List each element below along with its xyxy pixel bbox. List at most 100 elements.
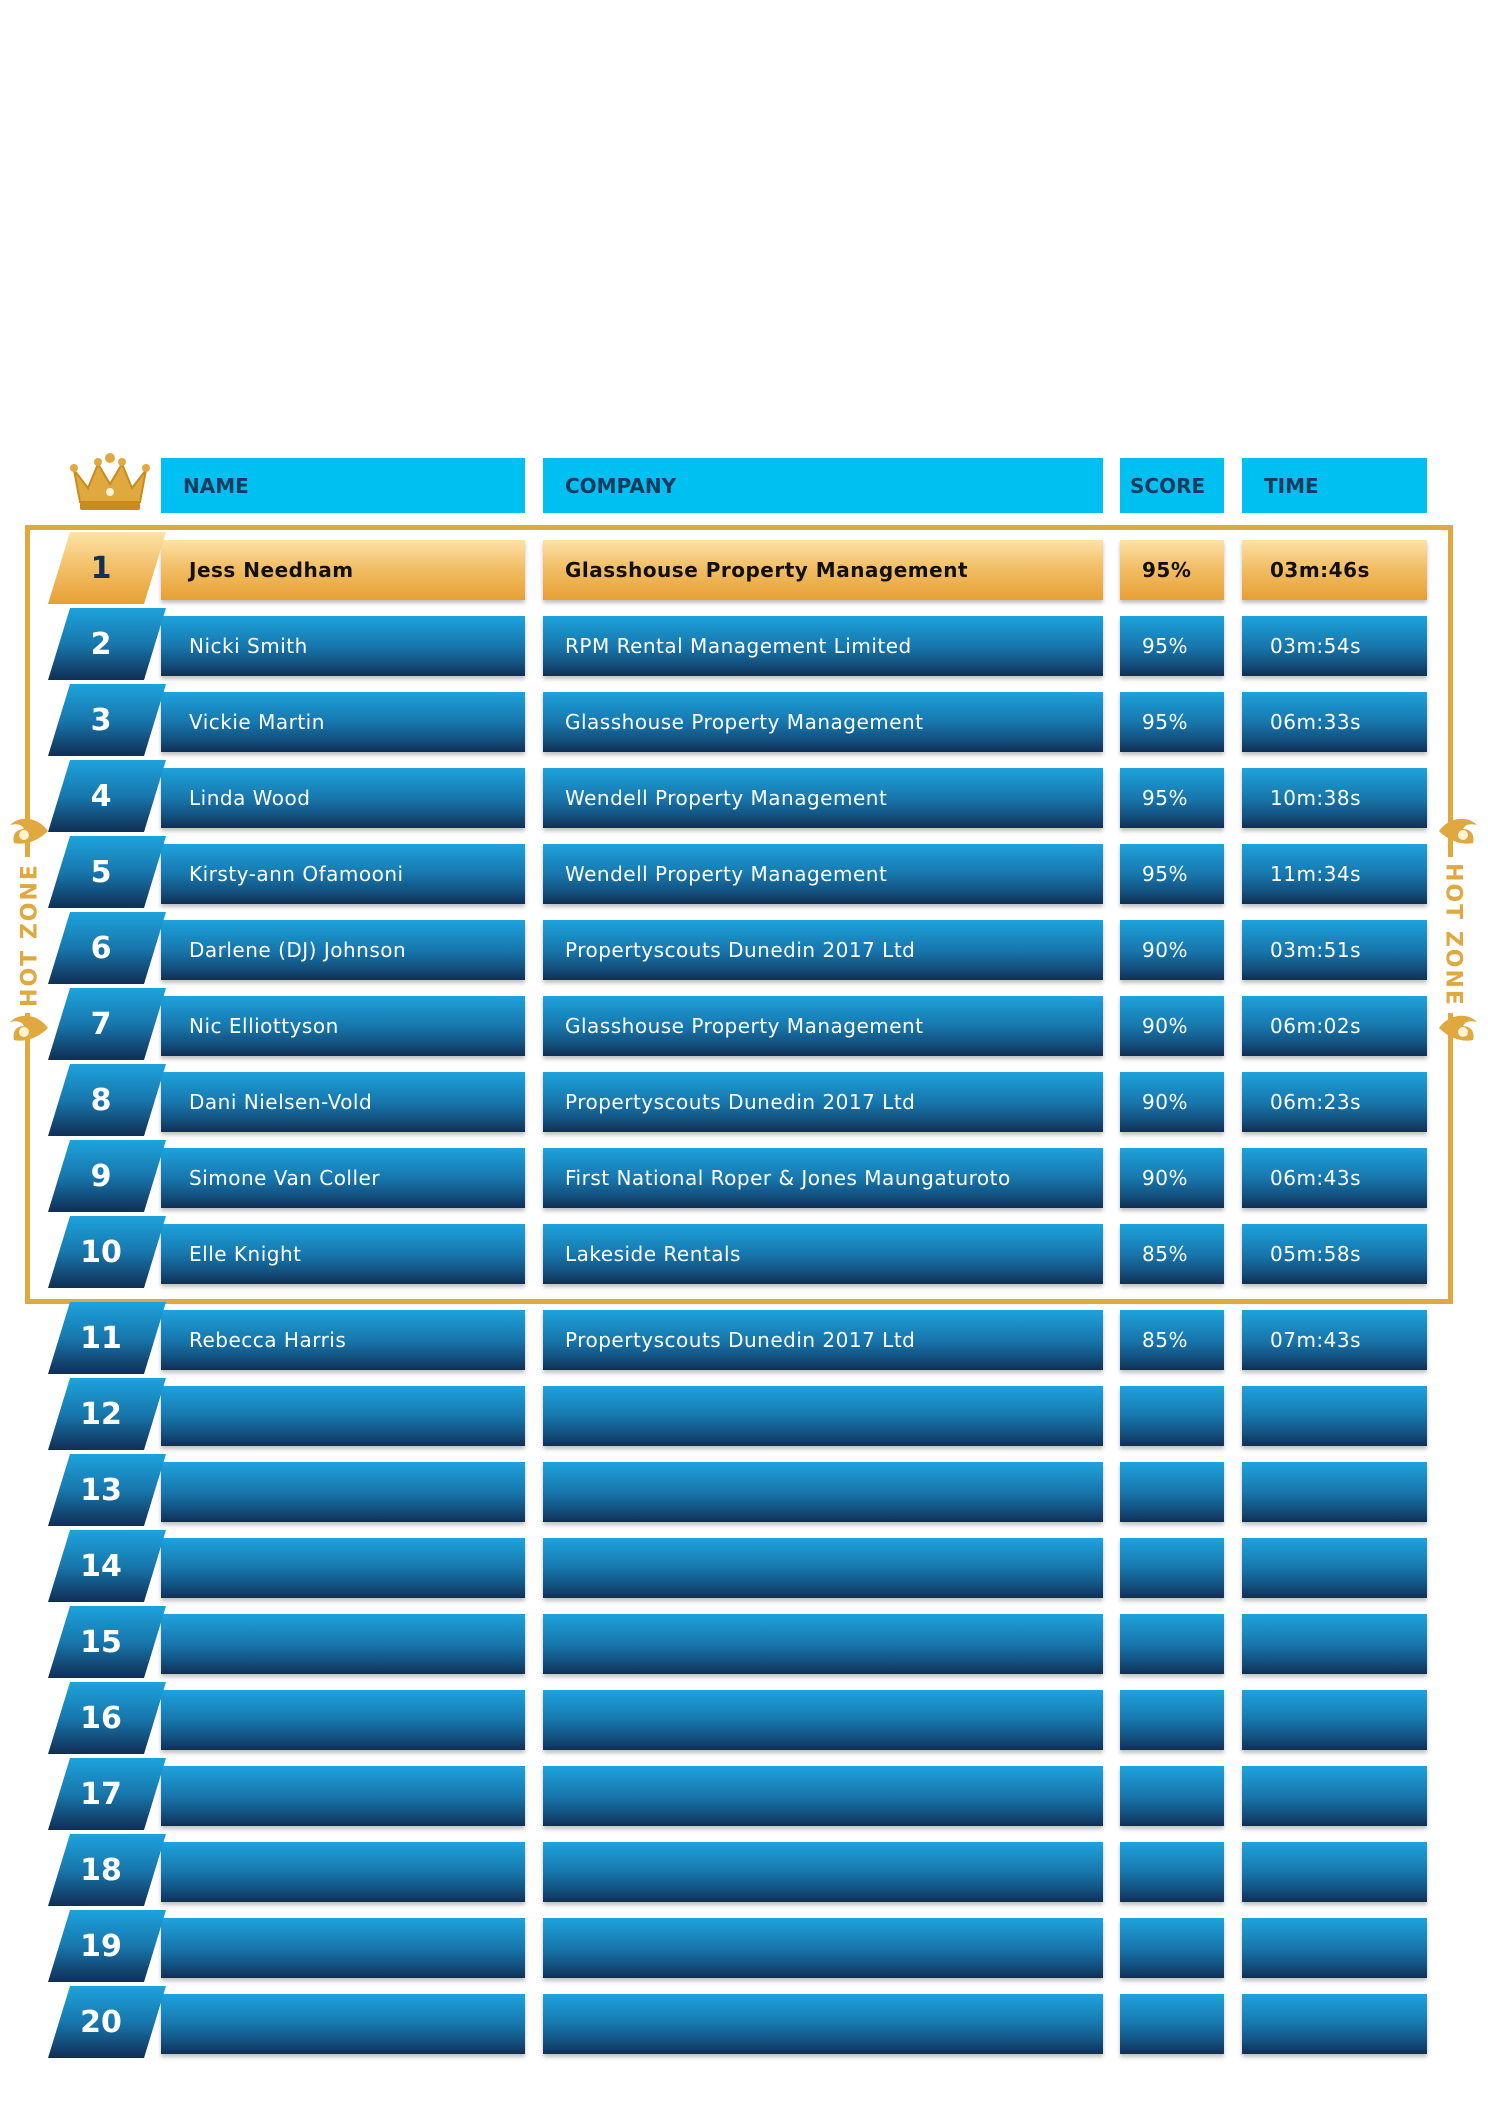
rank-number: 14 bbox=[80, 1548, 122, 1584]
time-cell: 06m:43s bbox=[1242, 1148, 1427, 1208]
score-cell bbox=[1120, 1614, 1224, 1674]
rank-badge: 8 bbox=[48, 1064, 166, 1136]
name-cell: Elle Knight bbox=[161, 1224, 525, 1284]
company-cell: Wendell Property Management bbox=[543, 844, 1103, 904]
company-cell: Glasshouse Property Management bbox=[543, 540, 1103, 600]
crown-icon bbox=[70, 453, 150, 510]
company-cell bbox=[543, 1462, 1103, 1522]
leaderboard-row: 12 bbox=[0, 1378, 1488, 1450]
company-name: Lakeside Rentals bbox=[565, 1242, 741, 1266]
rank-number: 18 bbox=[80, 1852, 122, 1888]
company-cell: Lakeside Rentals bbox=[543, 1224, 1103, 1284]
rank-number: 13 bbox=[80, 1472, 122, 1508]
score-value: 85% bbox=[1142, 1242, 1188, 1266]
company-name: Glasshouse Property Management bbox=[565, 1014, 924, 1038]
rank-number: 5 bbox=[90, 854, 112, 890]
score-cell: 90% bbox=[1120, 920, 1224, 980]
time-cell bbox=[1242, 1538, 1427, 1598]
leaderboard-row: 18 bbox=[0, 1834, 1488, 1906]
time-cell: 03m:54s bbox=[1242, 616, 1427, 676]
score-cell bbox=[1120, 1386, 1224, 1446]
rank-number: 8 bbox=[90, 1082, 112, 1118]
leaderboard-row: 17 bbox=[0, 1758, 1488, 1830]
time-value: 03m:46s bbox=[1270, 558, 1370, 582]
rank-number: 3 bbox=[90, 702, 112, 738]
company-name: Glasshouse Property Management bbox=[565, 558, 969, 582]
leaderboard-row: 14 bbox=[0, 1530, 1488, 1602]
company-name: Glasshouse Property Management bbox=[565, 710, 924, 734]
rank-badge: 4 bbox=[48, 760, 166, 832]
company-cell bbox=[543, 1614, 1103, 1674]
header-name-label: NAME bbox=[183, 473, 249, 498]
name-cell bbox=[161, 1766, 525, 1826]
company-cell: Wendell Property Management bbox=[543, 768, 1103, 828]
column-header-time: TIME bbox=[1242, 458, 1427, 513]
score-cell bbox=[1120, 1462, 1224, 1522]
time-cell bbox=[1242, 1614, 1427, 1674]
rank-badge: 6 bbox=[48, 912, 166, 984]
score-value: 95% bbox=[1142, 558, 1192, 582]
name-cell: Simone Van Coller bbox=[161, 1148, 525, 1208]
score-cell bbox=[1120, 1538, 1224, 1598]
score-cell bbox=[1120, 1994, 1224, 2054]
time-cell: 10m:38s bbox=[1242, 768, 1427, 828]
leaderboard-row: Elle Knight Lakeside Rentals 85% 05m:58s 10 bbox=[0, 1216, 1488, 1288]
name-cell: Jess Needham bbox=[161, 540, 525, 600]
time-cell bbox=[1242, 1386, 1427, 1446]
name-cell bbox=[161, 1614, 525, 1674]
score-value: 90% bbox=[1142, 938, 1188, 962]
column-header-score: SCORE bbox=[1120, 458, 1224, 513]
name-cell bbox=[161, 1918, 525, 1978]
company-name: Propertyscouts Dunedin 2017 Ltd bbox=[565, 938, 916, 962]
company-name: RPM Rental Management Limited bbox=[565, 634, 912, 658]
name-cell: Nic Elliottyson bbox=[161, 996, 525, 1056]
time-cell bbox=[1242, 1690, 1427, 1750]
rank-badge: 17 bbox=[48, 1758, 166, 1830]
rank-number: 2 bbox=[90, 626, 112, 662]
time-cell bbox=[1242, 1766, 1427, 1826]
player-name: Rebecca Harris bbox=[189, 1328, 347, 1352]
company-cell bbox=[543, 1842, 1103, 1902]
time-value: 06m:02s bbox=[1270, 1014, 1362, 1038]
time-cell: 11m:34s bbox=[1242, 844, 1427, 904]
rank-number: 4 bbox=[90, 778, 112, 814]
rank-number: 1 bbox=[90, 550, 112, 586]
score-cell: 95% bbox=[1120, 616, 1224, 676]
company-cell bbox=[543, 1690, 1103, 1750]
rank-number: 17 bbox=[80, 1776, 122, 1812]
score-cell bbox=[1120, 1766, 1224, 1826]
rank-badge: 11 bbox=[48, 1302, 166, 1374]
rank-badge: 2 bbox=[48, 608, 166, 680]
company-cell: Glasshouse Property Management bbox=[543, 996, 1103, 1056]
time-value: 10m:38s bbox=[1270, 786, 1362, 810]
company-cell: Propertyscouts Dunedin 2017 Ltd bbox=[543, 1310, 1103, 1370]
time-cell: 03m:46s bbox=[1242, 540, 1427, 600]
rank-badge: 7 bbox=[48, 988, 166, 1060]
player-name: Linda Wood bbox=[189, 786, 311, 810]
rank-badge: 20 bbox=[48, 1986, 166, 2058]
time-value: 03m:51s bbox=[1270, 938, 1362, 962]
company-cell bbox=[543, 1994, 1103, 2054]
score-value: 95% bbox=[1142, 710, 1188, 734]
company-cell bbox=[543, 1538, 1103, 1598]
time-cell: 06m:33s bbox=[1242, 692, 1427, 752]
rank-number: 7 bbox=[90, 1006, 112, 1042]
score-cell: 90% bbox=[1120, 1072, 1224, 1132]
company-name: Wendell Property Management bbox=[565, 786, 888, 810]
leaderboard-row: 16 bbox=[0, 1682, 1488, 1754]
rank-number: 9 bbox=[90, 1158, 112, 1194]
company-cell: Propertyscouts Dunedin 2017 Ltd bbox=[543, 1072, 1103, 1132]
score-value: 90% bbox=[1142, 1166, 1188, 1190]
company-cell: Propertyscouts Dunedin 2017 Ltd bbox=[543, 920, 1103, 980]
player-name: Vickie Martin bbox=[189, 710, 325, 734]
rank-badge: 14 bbox=[48, 1530, 166, 1602]
leaderboard-row: Rebecca Harris Propertyscouts Dunedin 201… bbox=[0, 1302, 1488, 1374]
flame-icon bbox=[1439, 818, 1477, 844]
rank-number: 12 bbox=[80, 1396, 122, 1432]
score-value: 85% bbox=[1142, 1328, 1188, 1352]
header-company-label: COMPANY bbox=[565, 473, 677, 498]
player-name: Darlene (DJ) Johnson bbox=[189, 938, 407, 962]
name-cell: Kirsty-ann Ofamooni bbox=[161, 844, 525, 904]
score-cell: 95% bbox=[1120, 844, 1224, 904]
name-cell: Darlene (DJ) Johnson bbox=[161, 920, 525, 980]
